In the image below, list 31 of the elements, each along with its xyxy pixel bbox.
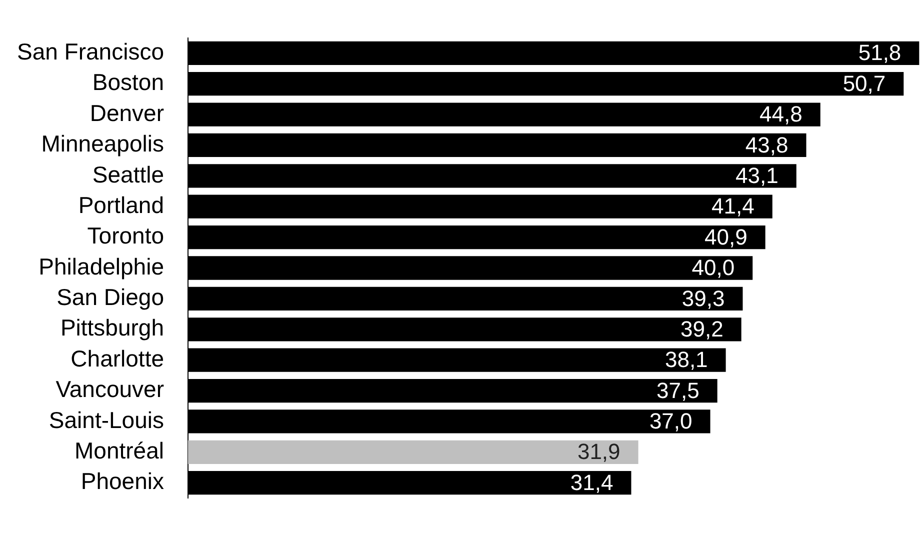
data-label: 31,9: [577, 439, 620, 464]
y-tick-label: Toronto: [87, 222, 164, 249]
data-label: 43,8: [745, 132, 788, 158]
y-tick-label: Phoenix: [80, 468, 164, 494]
data-label: 41,4: [712, 194, 754, 219]
data-label: 51,8: [858, 40, 902, 66]
data-label: 37,5: [656, 378, 700, 403]
data-label: 43,1: [736, 162, 778, 188]
y-tick-label: Minneapolis: [41, 130, 164, 157]
y-tick-label: Philadelphie: [38, 253, 164, 280]
data-label: 40,9: [704, 224, 748, 250]
bar: [188, 440, 638, 464]
y-tick-label: Montréal: [74, 438, 164, 464]
y-tick-label: Charlotte: [70, 345, 164, 372]
data-label: 44,8: [760, 102, 802, 127]
y-tick-label: Pittsburgh: [60, 314, 164, 341]
data-label: 38,1: [664, 347, 708, 372]
y-tick-label: Saint-Louis: [48, 406, 164, 433]
y-tick-label: Boston: [92, 69, 164, 96]
y-tick-label: Denver: [90, 100, 164, 126]
y-tick-label: Vancouver: [56, 376, 164, 402]
data-label: 37,0: [649, 408, 692, 434]
y-tick-label: Seattle: [92, 161, 164, 188]
data-label: 40,0: [692, 255, 735, 280]
data-label: 39,2: [680, 316, 724, 342]
y-tick-label: San Francisco: [16, 38, 164, 64]
data-label: 39,3: [682, 286, 725, 311]
data-label: 31,4: [570, 470, 614, 495]
y-tick-label: Portland: [78, 192, 164, 218]
y-tick-label: San Diego: [56, 284, 164, 310]
data-label: 50,7: [842, 70, 886, 96]
